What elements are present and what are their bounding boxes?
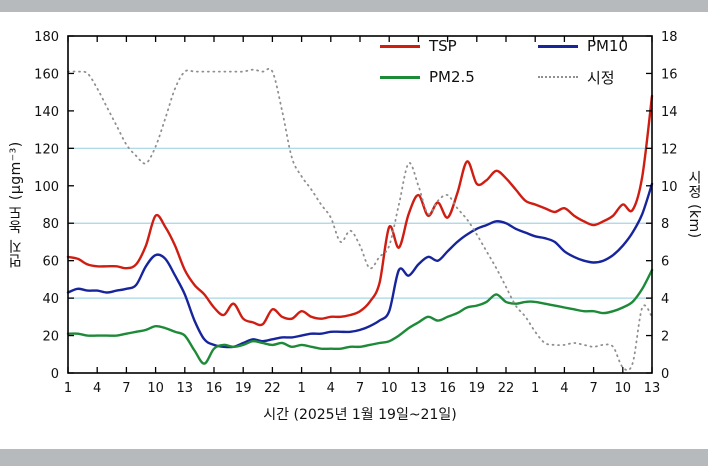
x-tick-label: 16 <box>439 381 456 396</box>
legend-item-PM10: PM10 <box>538 34 670 58</box>
y-left-tick-label: 140 <box>34 105 59 120</box>
y-right-tick-label: 14 <box>661 105 678 120</box>
y-right-tick-label: 18 <box>661 30 678 45</box>
legend-swatch-TSP <box>380 44 420 48</box>
x-axis-label: 시간 (2025년 1월 19일~21일) <box>263 407 457 423</box>
y-right-tick-label: 2 <box>661 330 669 345</box>
legend-item-시정: 시정 <box>538 65 670 89</box>
x-tick-label: 16 <box>206 381 223 396</box>
legend-label-시정: 시정 <box>587 68 615 87</box>
y-left-tick-label: 20 <box>42 330 59 345</box>
x-tick-label: 10 <box>147 381 164 396</box>
y-left-tick-label: 180 <box>34 30 59 45</box>
y-axis-label-right: 시정 (km) <box>686 170 702 239</box>
y-right-tick-label: 0 <box>661 367 669 382</box>
x-tick-label: 4 <box>327 381 335 396</box>
y-right-tick-label: 10 <box>661 180 678 195</box>
x-tick-label: 4 <box>93 381 101 396</box>
x-tick-label: 10 <box>615 381 632 396</box>
legend-item-PM2.5: PM2.5 <box>380 65 538 89</box>
legend-swatch-PM10 <box>538 44 578 48</box>
y-right-tick-label: 4 <box>661 292 669 307</box>
x-tick-label: 1 <box>297 381 305 396</box>
x-tick-label: 1 <box>531 381 539 396</box>
x-tick-label: 7 <box>122 381 130 396</box>
y-left-tick-label: 160 <box>34 67 59 82</box>
x-tick-label: 1 <box>64 381 72 396</box>
legend-swatch-PM2.5 <box>380 75 420 79</box>
plot-area <box>68 36 652 373</box>
y-right-tick-label: 16 <box>661 67 678 82</box>
y-left-tick-label: 40 <box>42 292 59 307</box>
series-line-시정 <box>67 67 653 372</box>
x-tick-label: 7 <box>589 381 597 396</box>
x-tick-label: 19 <box>469 381 486 396</box>
x-tick-label: 13 <box>410 381 427 396</box>
y-axis-label-left: 먼지 농도 (µgm⁻³) <box>8 141 24 268</box>
x-tick-label: 22 <box>498 381 515 396</box>
x-tick-label: 13 <box>644 381 661 396</box>
y-right-tick-label: 12 <box>661 142 678 157</box>
y-left-tick-label: 60 <box>42 255 59 270</box>
x-tick-label: 22 <box>264 381 281 396</box>
chart-legend: TSP PM10 PM2.5 시정 <box>380 34 670 89</box>
x-tick-label: 7 <box>356 381 364 396</box>
y-left-tick-label: 80 <box>42 217 59 232</box>
series-line-PM2.5 <box>66 268 654 365</box>
legend-label-PM10: PM10 <box>587 37 629 55</box>
legend-item-TSP: TSP <box>380 34 538 58</box>
y-left-tick-label: 100 <box>34 180 59 195</box>
legend-swatch-시정 <box>538 76 578 78</box>
legend-label-TSP: TSP <box>429 37 457 55</box>
x-tick-label: 19 <box>235 381 252 396</box>
legend-label-PM2.5: PM2.5 <box>429 68 475 86</box>
series-line-PM10 <box>66 182 654 349</box>
x-tick-label: 4 <box>560 381 568 396</box>
y-right-tick-label: 6 <box>661 255 669 270</box>
y-right-tick-label: 8 <box>661 217 669 232</box>
x-tick-label: 10 <box>381 381 398 396</box>
y-left-tick-label: 120 <box>34 142 59 157</box>
x-tick-label: 13 <box>177 381 194 396</box>
y-left-tick-label: 0 <box>51 367 59 382</box>
series-line-TSP <box>66 94 654 327</box>
